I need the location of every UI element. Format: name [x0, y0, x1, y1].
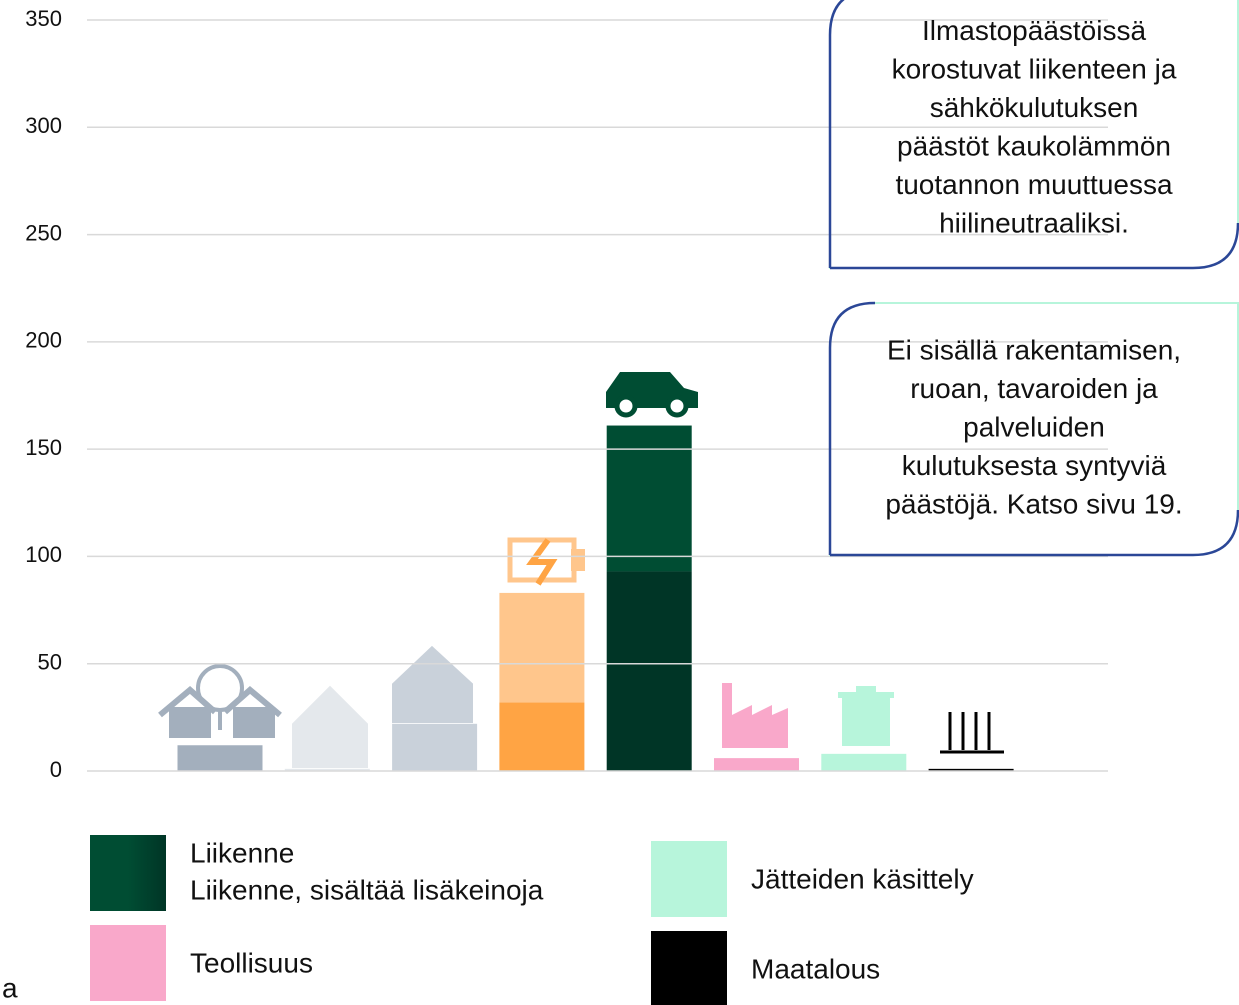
y-tick-label: 0 [50, 757, 62, 782]
bar-segment [714, 758, 799, 771]
y-tick-label: 350 [25, 6, 62, 31]
annotation-line: päästöjä. Katso sivu 19. [885, 488, 1182, 519]
electric-icon [392, 645, 473, 723]
annotation-line: sähkökulutuksen [930, 92, 1139, 123]
callout-border [828, 301, 1239, 557]
legend-swatch [651, 841, 727, 917]
annotation-line: tuotannon muuttuessa [895, 169, 1173, 200]
bar-segment [606, 571, 692, 771]
legend-label: Maatalous [751, 953, 880, 984]
bar-segment [499, 592, 585, 703]
heating-icon [158, 664, 282, 738]
bar-segment [821, 753, 907, 771]
y-tick-label: 100 [25, 542, 62, 567]
annotation-line: ruoan, tavaroiden ja [910, 373, 1158, 404]
water-icon [292, 685, 368, 768]
callout-border [828, 0, 1239, 270]
car-icon [606, 372, 698, 418]
annotation-line: päästöt kaukolämmön [897, 131, 1171, 162]
legend-swatch [90, 925, 166, 1001]
bar-segment [177, 745, 263, 771]
y-tick-label: 50 [38, 650, 62, 675]
legend-label: Teollisuus [190, 947, 313, 978]
y-tick-label: 300 [25, 113, 62, 138]
legend-label: Jätteiden käsittely [751, 863, 974, 894]
legend-label: Liikenne, sisältää lisäkeinoja [190, 874, 544, 905]
battery-icon [507, 537, 585, 586]
fragment: a [2, 972, 18, 1003]
annotation-line: palveluiden [963, 411, 1105, 442]
bin-icon [838, 686, 894, 746]
legend-swatch [90, 835, 166, 911]
annotation-line: Ilmastopäästöissä [922, 15, 1147, 46]
annotation-line: kulutuksesta syntyviä [902, 450, 1167, 481]
y-tick-label: 200 [25, 328, 62, 353]
bar-segment [392, 723, 478, 771]
bar-segment [606, 425, 692, 572]
annotation-line: Ei sisällä rakentamisen, [887, 334, 1181, 365]
annotation-line: korostuvat liikenteen ja [892, 54, 1177, 85]
legend-swatch [651, 931, 727, 1005]
bar-segment [284, 768, 370, 771]
bar-segment [499, 702, 585, 771]
factory-icon [722, 683, 788, 748]
y-tick-label: 250 [25, 220, 62, 245]
icons [158, 372, 1004, 768]
wheat-icon [940, 712, 1004, 754]
annotation-line: hiilineutraaliksi. [939, 208, 1129, 239]
legend-label: Liikenne [190, 837, 294, 868]
bar-segment [928, 768, 1014, 771]
y-tick-label: 150 [25, 435, 62, 460]
